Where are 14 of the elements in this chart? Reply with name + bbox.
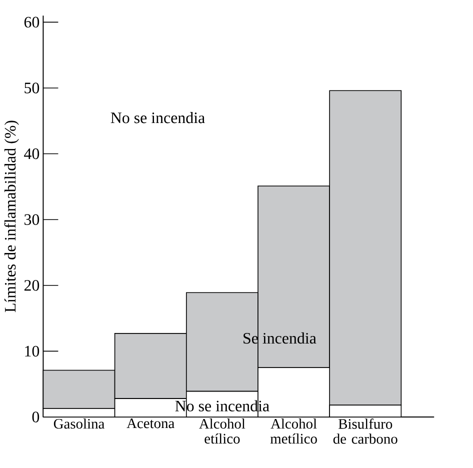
x-tick-label: Gasolina [54, 418, 104, 429]
y-tick-label: 50 [24, 82, 40, 94]
x-tick-label: Bisulfuro de carbono [333, 418, 398, 444]
y-tick-label: 60 [24, 16, 40, 28]
y-tick-label: 20 [24, 280, 40, 291]
x-tick-label: Acetona [126, 418, 174, 428]
x-tick-label: Alcohol metílico [270, 418, 317, 444]
y-tick-label: 0 [32, 412, 40, 422]
y-axis-title: Límites de inflamabilidad (%) [4, 120, 19, 312]
annotation: No se incendia [110, 112, 205, 124]
y-tick-label: 10 [25, 346, 40, 357]
y-tick-label: 30 [24, 214, 40, 225]
x-tick-label: Alcohol etílico [199, 418, 246, 444]
y-tick-label: 40 [24, 148, 40, 160]
